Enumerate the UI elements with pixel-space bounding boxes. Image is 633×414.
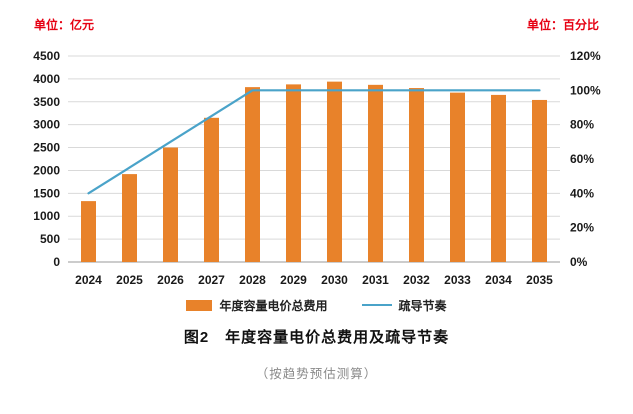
bar [245, 87, 260, 262]
right-tick-label: 0% [570, 255, 588, 269]
legend-item-bars: 年度容量电价总费用 [186, 297, 328, 314]
x-axis-label: 2032 [403, 273, 430, 287]
right-tick-label: 40% [570, 186, 594, 200]
x-axis-label: 2026 [157, 273, 184, 287]
bar [491, 94, 506, 263]
left-axis-unit: 单位：亿元 [34, 18, 95, 32]
bar [81, 201, 96, 262]
right-tick-label: 100% [570, 83, 601, 97]
bar [368, 84, 383, 262]
bar-swatch-icon [186, 299, 213, 311]
left-tick-label: 3500 [33, 95, 60, 109]
x-axis-label: 2034 [485, 273, 512, 287]
right-tick-label: 60% [570, 152, 594, 166]
bar [204, 117, 219, 262]
right-tick-label: 120% [570, 49, 601, 63]
x-axis-label: 2030 [321, 273, 348, 287]
axis-units-row: 单位：亿元 单位：百分比 [0, 0, 633, 34]
bar [286, 84, 301, 262]
legend-bar-label: 年度容量电价总费用 [219, 298, 328, 313]
x-axis-label: 2027 [198, 273, 225, 287]
trend-line [87, 89, 541, 195]
bar [122, 174, 137, 262]
right-tick-label: 20% [570, 221, 594, 235]
bar [532, 99, 547, 263]
legend-item-line: 疏导节奏 [361, 297, 447, 314]
left-tick-label: 4500 [33, 49, 60, 63]
left-tick-label: 2500 [33, 141, 60, 155]
x-axis-label: 2029 [280, 273, 307, 287]
x-axis-label: 2033 [444, 273, 471, 287]
left-tick-label: 2000 [33, 163, 60, 177]
left-tick-label: 1000 [33, 209, 60, 223]
x-axis-label: 2025 [116, 273, 143, 287]
x-axis-label: 2024 [75, 273, 102, 287]
chart-title: 图2 年度容量电价总费用及疏导节奏 [183, 329, 450, 346]
left-tick-label: 0 [53, 255, 60, 269]
left-tick-label: 1500 [33, 186, 60, 200]
left-tick-label: 500 [40, 232, 60, 246]
bar [450, 92, 465, 262]
bar [163, 147, 178, 262]
bar [409, 88, 424, 262]
combo-chart: 0 500 1000 1500 2000 2500 3000 3500 4000 4500 0% 20… [33, 49, 601, 287]
line-swatch-icon [361, 304, 392, 306]
right-tick-label: 80% [570, 118, 594, 132]
x-axis-label: 2028 [239, 273, 266, 287]
chart-legend: 年度容量电价总费用 疏导节奏 [0, 296, 633, 314]
chart-subtitle: （按趋势预估测算） [255, 367, 378, 381]
x-axis-label: 2035 [526, 273, 553, 287]
x-axis-label: 2031 [362, 273, 389, 287]
left-tick-label: 4000 [33, 72, 60, 86]
right-axis-unit: 单位：百分比 [526, 18, 599, 32]
left-tick-label: 3000 [33, 118, 60, 132]
legend-line-label: 疏导节奏 [398, 298, 447, 313]
bar [327, 81, 342, 262]
